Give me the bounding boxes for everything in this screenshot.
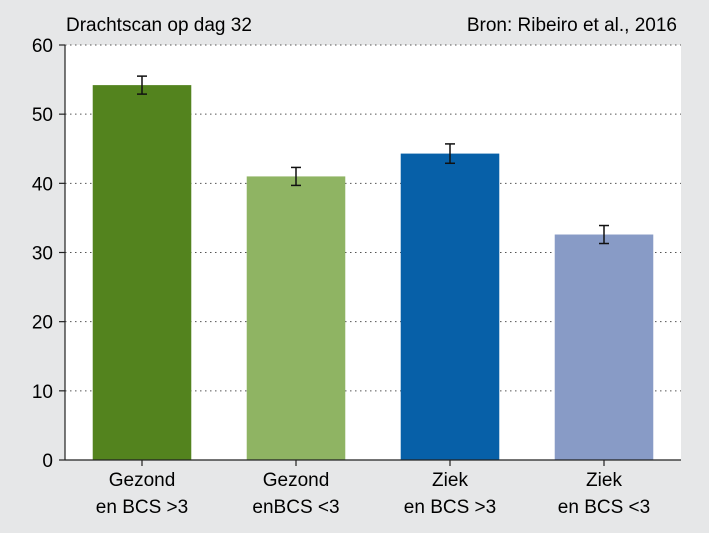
y-axis-ticks: 0 10 20 30 40 50 60	[32, 36, 65, 472]
y-tick-label: 0	[42, 451, 53, 472]
bar	[92, 85, 192, 460]
x-tick-label: Ziek	[586, 470, 622, 491]
error-bar	[599, 224, 609, 245]
y-tick-label: 50	[32, 105, 53, 126]
bars	[92, 85, 654, 460]
bar	[400, 153, 500, 460]
y-tick-label: 20	[32, 313, 53, 334]
bar	[554, 234, 654, 460]
x-tick-label: enBCS <3	[252, 497, 339, 518]
chart-source: Bron: Ribeiro et al., 2016	[467, 15, 677, 36]
error-bar	[445, 143, 455, 165]
chart-title: Drachtscan op dag 32	[66, 15, 252, 36]
error-bars	[137, 75, 609, 245]
x-axis-labels: Gezond en BCS >3 Gezond enBCS <3 Ziek en BCS …	[96, 460, 650, 518]
error-bar	[291, 166, 301, 187]
y-tick-label: 40	[32, 174, 53, 195]
y-tick-label: 10	[32, 382, 53, 403]
y-tick-label: 60	[32, 36, 53, 57]
y-tick-label: 30	[32, 244, 53, 265]
x-tick-label: Gezond	[263, 470, 330, 491]
x-tick-label: Gezond	[109, 470, 176, 491]
x-tick-label: en BCS <3	[558, 497, 650, 518]
x-tick-label: en BCS >3	[96, 497, 188, 518]
bar	[246, 176, 346, 460]
error-bar	[137, 75, 147, 95]
x-tick-label: en BCS >3	[404, 497, 496, 518]
x-tick-label: Ziek	[432, 470, 468, 491]
